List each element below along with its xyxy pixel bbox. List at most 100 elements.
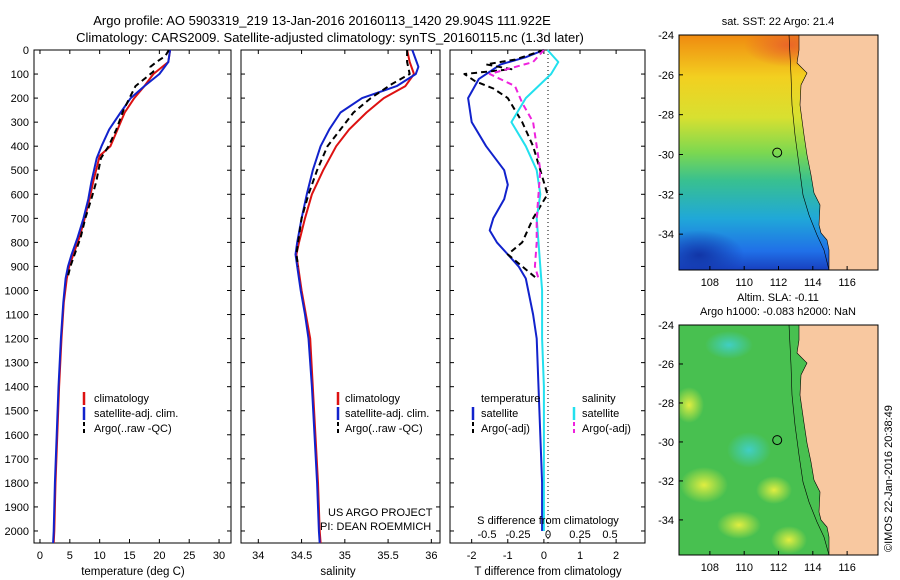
sst-argo-marker xyxy=(772,147,783,158)
temperature-axes xyxy=(33,49,232,544)
s-tick: 0.5 xyxy=(602,529,617,541)
s-tick: -0.25 xyxy=(505,529,530,541)
sla-patch xyxy=(705,331,753,359)
lat-tick-label: -26 xyxy=(658,70,674,82)
difference-legend: temperature salinity satellite Argo(-adj… xyxy=(471,393,631,435)
y-tick-label: 1300 xyxy=(5,358,29,370)
series-line xyxy=(66,49,170,279)
legend-label-s-argo: Argo(-adj) xyxy=(582,423,631,435)
x-tick-label: 35 xyxy=(339,550,351,562)
lat-tick-label: -24 xyxy=(658,320,674,332)
y-tick-label: 2000 xyxy=(5,526,29,538)
y-tick-label: 0 xyxy=(23,45,29,57)
temperature-legend: climatology satellite-adj. clim. Argo(..… xyxy=(82,392,178,435)
lat-tick-label: -32 xyxy=(658,189,674,201)
lon-tick-label: 116 xyxy=(838,277,856,289)
y-tick-label: 500 xyxy=(11,165,29,177)
y-tick-label: 1800 xyxy=(5,478,29,490)
sst-map-area xyxy=(679,35,878,270)
s-tick: -0.5 xyxy=(478,529,497,541)
sst-land xyxy=(796,35,878,270)
sst-shelf-contour xyxy=(788,35,830,270)
lat-tick-label: -28 xyxy=(658,110,674,122)
sst-map-panel: sat. SST: 22 Argo: 21.4 xyxy=(658,16,879,289)
series-line xyxy=(295,50,411,267)
sla-argo-marker xyxy=(772,435,783,446)
lat-tick-label: -24 xyxy=(658,30,674,42)
x-tick-label: 1 xyxy=(577,550,583,562)
salinity-panel: 34 34.5 35 35.5 36 salinity climatology sate… xyxy=(240,49,441,578)
lat-tick-label: -26 xyxy=(658,359,674,371)
lon-tick-label: 110 xyxy=(735,277,753,289)
title-line-1: Argo profile: AO 5903319_219 13-Jan-2016… xyxy=(93,13,551,28)
lat-tick-label: -28 xyxy=(658,398,674,410)
lat-tick-label: -34 xyxy=(658,515,674,527)
sla-patch xyxy=(717,511,761,539)
sst-cold-patch xyxy=(679,230,744,270)
y-tick-label: 400 xyxy=(11,141,29,153)
sla-patch xyxy=(679,387,704,423)
series-line xyxy=(467,49,545,531)
x-tick-label: 5 xyxy=(67,550,73,562)
y-tick-label: 900 xyxy=(11,261,29,273)
temperature-panel: 0 5 10 15 20 25 300100200300400500600700800900… xyxy=(5,45,232,578)
sst-title: sat. SST: 22 Argo: 21.4 xyxy=(722,16,835,28)
x-tick-label: 2 xyxy=(613,550,619,562)
x-tick-label: 25 xyxy=(183,550,195,562)
legend-label-s-satellite: satellite xyxy=(582,408,619,420)
lat-tick-label: -30 xyxy=(658,437,674,449)
y-tick-label: 100 xyxy=(11,69,29,81)
sla-land xyxy=(796,325,878,555)
difference-panel: -2 -1 0 1 2 T difference from climatology S … xyxy=(449,49,646,578)
y-tick-label: 1900 xyxy=(5,502,29,514)
sla-title-line-1: Altim. SLA: -0.11 xyxy=(737,292,819,304)
x-tick-label: 35.5 xyxy=(377,550,398,562)
sla-patch xyxy=(756,476,792,504)
x-tick-label: 20 xyxy=(153,550,165,562)
salinity-xlabel: salinity xyxy=(320,566,355,578)
lon-tick-label: 114 xyxy=(804,277,822,289)
sla-patch xyxy=(680,467,728,503)
series-line xyxy=(488,49,545,279)
x-tick-label: 0 xyxy=(37,550,43,562)
legend-label-climatology: climatology xyxy=(345,393,401,405)
difference-xlabel-s: S difference from climatology xyxy=(477,515,619,527)
y-tick-label: 200 xyxy=(11,93,29,105)
y-tick-label: 300 xyxy=(11,117,29,129)
legend-label-satellite: satellite-adj. clim. xyxy=(345,408,429,420)
y-tick-label: 600 xyxy=(11,189,29,201)
sla-map-panel: Altim. SLA: -0.11 Argo h1000: -0.083 h20… xyxy=(658,292,879,574)
x-tick-label: 36 xyxy=(425,550,437,562)
lon-tick-label: 114 xyxy=(804,562,822,574)
legend-header-temperature: temperature xyxy=(481,393,540,405)
sla-patch xyxy=(771,526,807,554)
lon-tick-label: 108 xyxy=(701,277,719,289)
lat-tick-label: -32 xyxy=(658,476,674,488)
x-tick-label: 15 xyxy=(123,550,135,562)
lon-tick-label: 116 xyxy=(838,562,856,574)
s-tick: 0 xyxy=(545,529,551,541)
lon-tick-label: 112 xyxy=(770,562,788,574)
sla-title-line-2: Argo h1000: -0.083 h2000: NaN xyxy=(700,306,856,318)
legend-label-argo: Argo(..raw -QC) xyxy=(94,423,172,435)
difference-axes xyxy=(449,49,646,544)
y-tick-label: 1100 xyxy=(5,310,29,322)
x-tick-label: 34 xyxy=(252,550,264,562)
difference-xlabel: T difference from climatology xyxy=(474,566,621,578)
project-annotation: US ARGO PROJECT xyxy=(328,507,433,519)
x-tick-label: 0 xyxy=(541,550,547,562)
temperature-xlabel: temperature (deg C) xyxy=(81,566,185,578)
imos-credit: ©IMOS 22-Jan-2016 20:38:49 xyxy=(883,405,895,552)
y-tick-label: 1600 xyxy=(5,430,29,442)
s-tick: 0.25 xyxy=(569,529,590,541)
y-tick-label: 1700 xyxy=(5,454,29,466)
salinity-legend: climatology satellite-adj. clim. Argo(..… xyxy=(336,392,429,435)
legend-header-salinity: salinity xyxy=(582,393,616,405)
pi-annotation: PI: DEAN ROEMMICH xyxy=(320,521,431,533)
legend-label-t-argo: Argo(-adj) xyxy=(481,423,530,435)
y-tick-label: 700 xyxy=(11,213,29,225)
y-tick-label: 1400 xyxy=(5,382,29,394)
lat-tick-label: -34 xyxy=(658,229,674,241)
x-tick-label: 34.5 xyxy=(291,550,312,562)
x-tick-label: -2 xyxy=(467,550,477,562)
